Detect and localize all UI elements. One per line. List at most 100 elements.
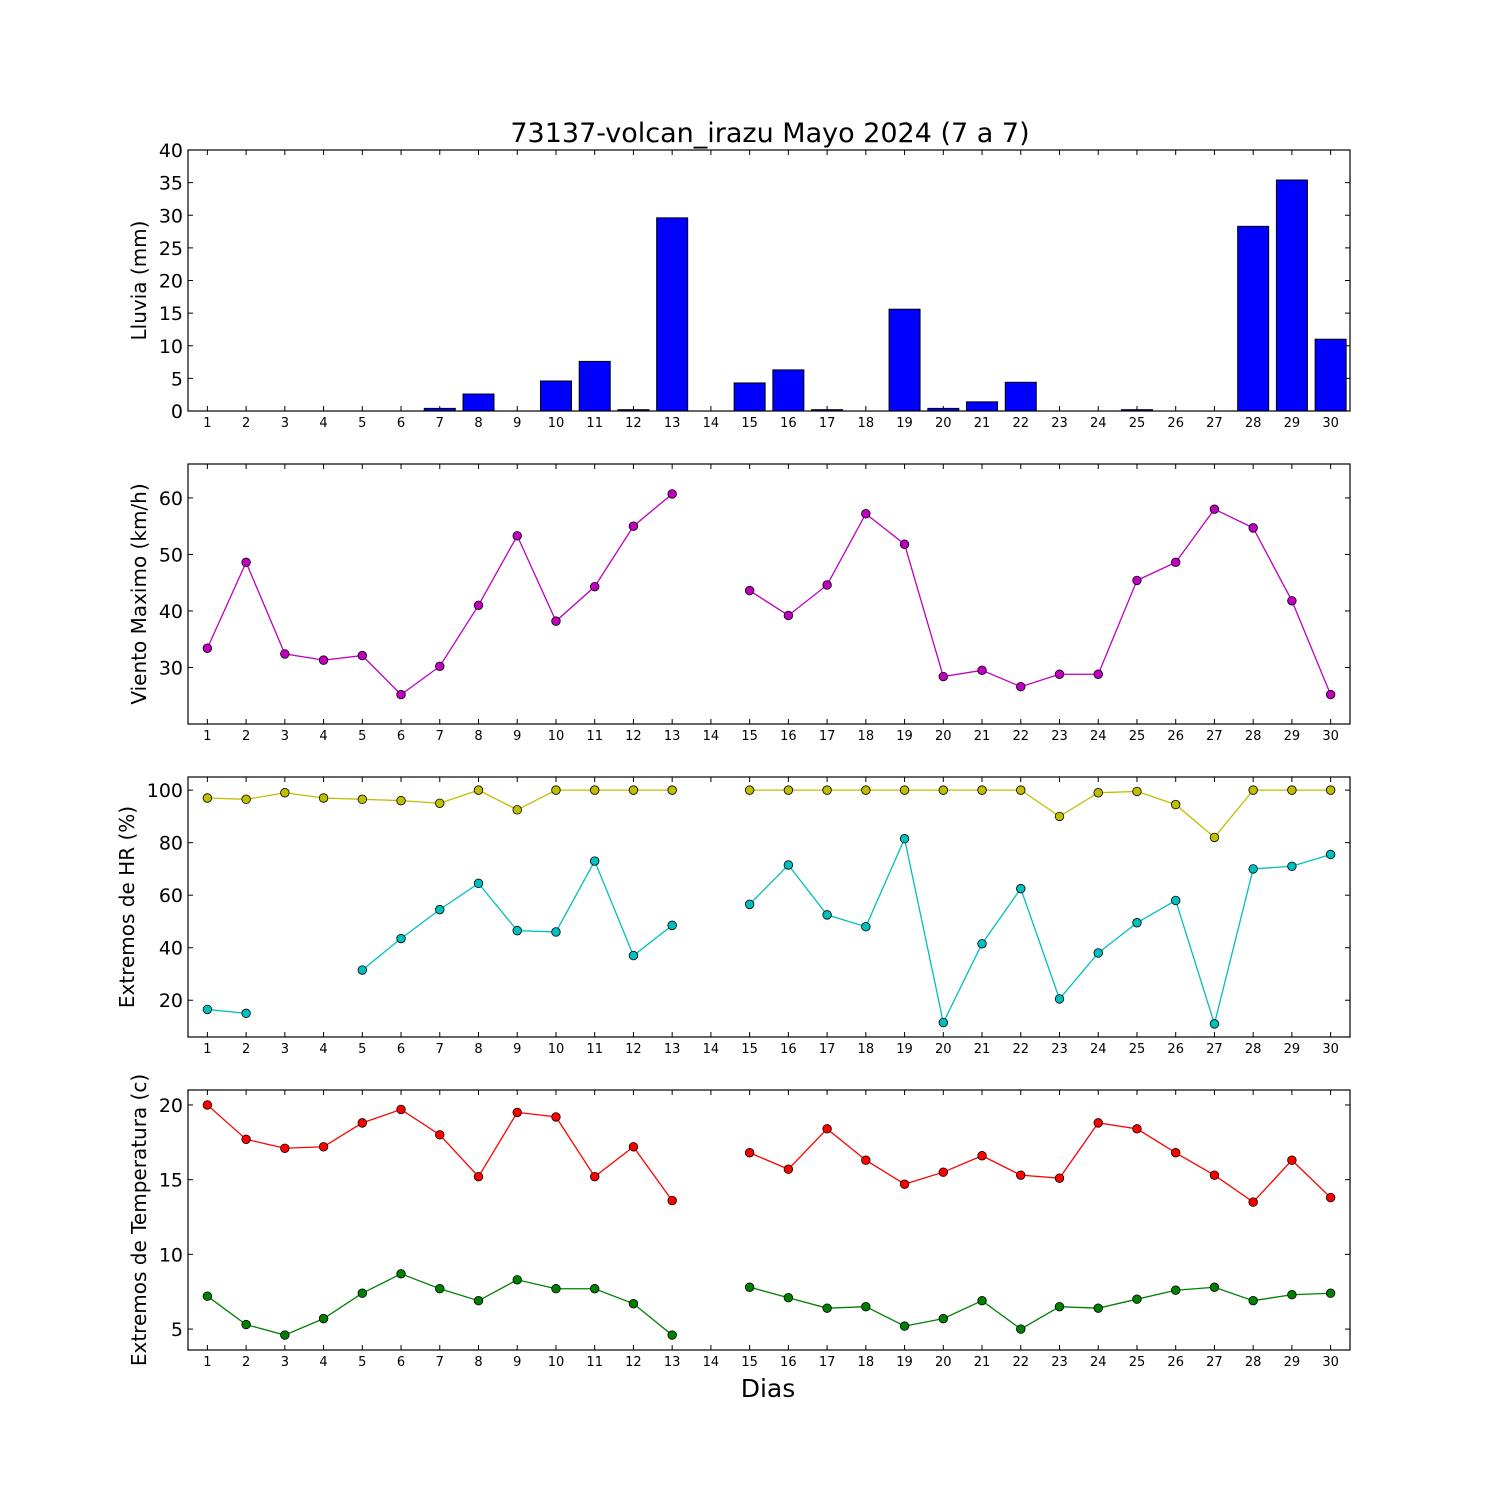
- max-wind-x-tick-label: 19: [896, 729, 913, 744]
- rainfall-bar: [1275, 179, 1308, 412]
- temperature-data-point: [280, 1330, 290, 1340]
- max-wind-data-point: [1248, 523, 1258, 533]
- humidity-data-point: [899, 834, 910, 844]
- max-wind-data-point: [357, 650, 368, 661]
- humidity-x-tick-label: 21: [974, 1042, 991, 1057]
- temperature-data-point: [861, 1155, 871, 1165]
- temperature-data-point: [1132, 1124, 1142, 1134]
- temperature-data-point: [1016, 1170, 1026, 1180]
- temperature-data-point: [861, 1301, 871, 1312]
- humidity-data-point: [1093, 788, 1103, 798]
- humidity-x-tick-label: 14: [703, 1042, 720, 1057]
- rainfall-bar: [772, 369, 805, 412]
- max-wind-data-point: [1016, 681, 1026, 692]
- rainfall-x-tick-label: 11: [586, 416, 603, 431]
- temperature-x-tick-label: 29: [1284, 1355, 1301, 1370]
- max-wind-x-tick-label: 16: [780, 729, 797, 744]
- humidity-data-point: [977, 939, 987, 949]
- max-wind-axes-frame: [187, 463, 1351, 725]
- humidity-data-point: [1016, 785, 1026, 795]
- max-wind-y-tick-label: 50: [159, 544, 183, 566]
- rainfall-x-tick-label: 13: [664, 416, 681, 431]
- temperature-x-tick-label: 2: [242, 1355, 250, 1370]
- max-wind-data-point: [628, 521, 639, 531]
- rainfall-bar: [1314, 338, 1347, 412]
- temperature-axes-frame: [187, 1089, 1351, 1351]
- temperature-data-point: [318, 1313, 329, 1324]
- temperature-data-point: [1325, 1192, 1336, 1203]
- humidity-y-tick-label: 20: [159, 990, 183, 1012]
- max-wind-x-tick-label: 29: [1284, 729, 1301, 744]
- rainfall-y-tick-label: 25: [159, 238, 183, 260]
- humidity-x-tick-label: 16: [780, 1042, 797, 1057]
- temperature-x-tick-label: 28: [1245, 1355, 1262, 1370]
- rainfall-bar: [1004, 381, 1037, 412]
- rainfall-y-tick-label: 10: [159, 336, 183, 358]
- max-wind-data-point: [667, 489, 677, 499]
- humidity-y-tick-label: 40: [159, 938, 183, 960]
- temperature-x-tick-label: 4: [319, 1355, 327, 1370]
- temperature-x-tick-label: 21: [974, 1355, 991, 1370]
- max-wind-y-tick-label: 60: [159, 488, 183, 510]
- humidity-data-point: [1325, 849, 1336, 860]
- x-axis-label: Dias: [741, 1374, 796, 1403]
- humidity-axes-frame: [187, 776, 1351, 1038]
- temperature-x-tick-label: 14: [703, 1355, 720, 1370]
- rainfall-x-tick-label: 20: [935, 416, 952, 431]
- max-wind-y-tick-label: 40: [159, 601, 183, 623]
- max-wind-data-point: [1287, 596, 1297, 606]
- temperature-data-point: [435, 1130, 445, 1140]
- max-wind-x-tick-label: 5: [358, 729, 366, 744]
- rainfall-x-tick-label: 4: [319, 416, 327, 431]
- temperature-data-point: [628, 1298, 639, 1309]
- rainfall-x-tick-label: 19: [896, 416, 913, 431]
- temperature-x-tick-label: 15: [741, 1355, 758, 1370]
- max-wind-data-point: [861, 509, 871, 519]
- max-wind-data-point: [241, 557, 251, 568]
- max-wind-x-tick-label: 17: [819, 729, 836, 744]
- humidity-x-tick-label: 1: [203, 1042, 211, 1057]
- humidity-data-point: [1248, 864, 1258, 874]
- humidity-data-point: [938, 1017, 949, 1028]
- humidity-x-tick-label: 3: [281, 1042, 289, 1057]
- humidity-data-point: [435, 798, 445, 808]
- humidity-x-tick-label: 11: [586, 1042, 603, 1057]
- humidity-series-line: [749, 836, 1331, 1027]
- max-wind-data-point: [938, 671, 949, 682]
- rainfall-y-tick-label: 5: [171, 368, 183, 390]
- temperature-x-tick-label: 8: [474, 1355, 482, 1370]
- humidity-data-point: [899, 785, 910, 795]
- temperature-data-point: [783, 1164, 794, 1174]
- rainfall-x-tick-label: 28: [1245, 416, 1262, 431]
- temperature-x-tick-label: 25: [1129, 1355, 1146, 1370]
- max-wind-data-point: [1325, 689, 1336, 700]
- max-wind-data-point: [977, 665, 987, 676]
- rainfall-x-tick-label: 27: [1206, 416, 1223, 431]
- max-wind-x-tick-label: 10: [548, 729, 565, 744]
- humidity-data-point: [1287, 785, 1297, 795]
- max-wind-data-point: [1093, 669, 1103, 679]
- humidity-x-tick-label: 25: [1129, 1042, 1146, 1057]
- rainfall-x-tick-label: 21: [974, 416, 991, 431]
- temperature-x-tick-label: 6: [397, 1355, 405, 1370]
- humidity-x-tick-label: 19: [896, 1042, 913, 1057]
- temperature-data-point: [241, 1319, 251, 1330]
- max-wind-data-point: [590, 581, 600, 592]
- temperature-x-tick-label: 17: [819, 1355, 836, 1370]
- temperature-data-point: [1170, 1285, 1181, 1295]
- humidity-x-tick-label: 8: [474, 1042, 482, 1057]
- temperature-data-point: [628, 1142, 639, 1152]
- humidity-x-tick-label: 24: [1090, 1042, 1107, 1057]
- temperature-plot-area: [188, 1090, 1350, 1350]
- humidity-x-tick-label: 29: [1284, 1042, 1301, 1057]
- rainfall-x-tick-label: 16: [780, 416, 797, 431]
- temperature-data-point: [357, 1118, 368, 1128]
- humidity-data-point: [512, 925, 522, 936]
- humidity-data-point: [783, 860, 794, 870]
- temperature-data-point: [590, 1284, 600, 1294]
- rainfall-axes-frame: [187, 149, 1351, 412]
- humidity-data-point: [822, 785, 832, 795]
- temperature-data-point: [1054, 1301, 1065, 1312]
- temperature-data-point: [977, 1151, 987, 1161]
